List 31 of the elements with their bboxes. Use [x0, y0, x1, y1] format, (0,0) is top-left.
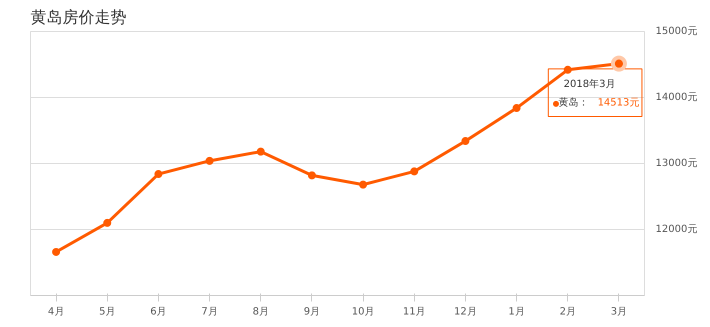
point	[512, 104, 521, 112]
y-tick-label: 15000元	[656, 26, 698, 37]
x-tick-label: 2月	[560, 306, 576, 318]
point	[103, 218, 112, 227]
x-tick-label: 10月	[352, 306, 374, 318]
x-tick-label: 12月	[454, 306, 477, 318]
data-label: 14513元	[598, 98, 640, 109]
x-tick-label: 9月	[304, 306, 320, 318]
point	[410, 167, 418, 176]
x-tick-label: 7月	[201, 306, 218, 318]
point	[52, 248, 60, 256]
x-tick-label: 3月	[610, 306, 628, 318]
y-tick-label: 13000元	[656, 158, 698, 169]
x-tick-label: 4月	[48, 306, 64, 318]
x-tick-label: 1月	[508, 306, 525, 318]
annotation: 2018年3月	[564, 78, 616, 90]
legend-label: 黄岛：	[558, 96, 589, 109]
y-tick-label: 14000元	[656, 92, 698, 103]
point	[308, 171, 316, 180]
point	[154, 170, 162, 178]
chart-title: 黄岛房价走势	[30, 8, 126, 26]
x-tick-label: 11月	[402, 306, 426, 318]
point	[461, 137, 470, 146]
point	[206, 156, 214, 165]
point	[256, 148, 265, 156]
point	[359, 180, 368, 189]
point	[564, 66, 572, 74]
x-tick-label: 6月	[150, 306, 167, 318]
x-tick-label: 8月	[252, 306, 269, 318]
y-tick-label: 12000元	[656, 224, 698, 235]
x-tick-label: 5月	[99, 306, 116, 318]
